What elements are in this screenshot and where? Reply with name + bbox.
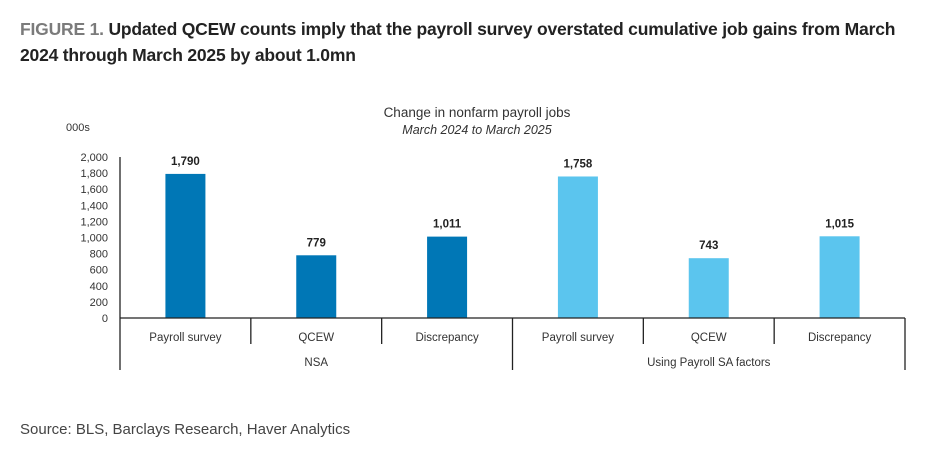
y-tick-label: 200 <box>90 297 108 309</box>
y-tick-label: 0 <box>102 313 108 325</box>
chart-subtitle: March 2024 to March 2025 <box>402 123 551 137</box>
source-note: Source: BLS, Barclays Research, Haver An… <box>20 421 351 438</box>
x-category-label: Payroll survey <box>542 332 614 344</box>
bar <box>688 258 729 318</box>
y-tick-label: 1,600 <box>80 184 108 196</box>
data-label: 1,790 <box>171 156 200 168</box>
x-group-label: Using Payroll SA factors <box>647 357 771 369</box>
bar <box>427 236 468 318</box>
data-label: 779 <box>307 237 326 249</box>
x-category-label: Discrepancy <box>415 332 479 344</box>
y-axis-unit-label: 000s <box>66 122 90 134</box>
x-group-label: NSA <box>304 357 328 369</box>
figure-title: FIGURE 1. Updated QCEW counts imply that… <box>20 16 925 68</box>
bar <box>296 255 337 318</box>
x-category-label: Payroll survey <box>149 332 221 344</box>
data-label: 1,758 <box>564 158 593 170</box>
figure-label: FIGURE 1. <box>20 19 104 39</box>
y-tick-label: 800 <box>90 249 108 261</box>
y-tick-label: 1,000 <box>80 233 108 245</box>
y-tick-label: 1,200 <box>80 216 108 228</box>
y-tick-label: 1,400 <box>80 200 108 212</box>
data-label: 1,011 <box>433 219 462 231</box>
y-tick-label: 1,800 <box>80 168 108 180</box>
y-tick-label: 400 <box>90 281 108 293</box>
data-label: 1,015 <box>825 218 854 230</box>
figure-title-text: Updated QCEW counts imply that the payro… <box>20 19 896 65</box>
data-label: 743 <box>699 240 718 252</box>
y-tick-label: 2,000 <box>80 152 108 164</box>
x-category-label: QCEW <box>691 332 727 344</box>
x-category-label: Discrepancy <box>808 332 872 344</box>
bar <box>165 173 206 318</box>
x-category-label: QCEW <box>298 332 334 344</box>
bar <box>819 236 860 318</box>
bar <box>557 176 598 318</box>
y-tick-label: 600 <box>90 265 108 277</box>
chart-title: Change in nonfarm payroll jobs <box>384 105 571 120</box>
